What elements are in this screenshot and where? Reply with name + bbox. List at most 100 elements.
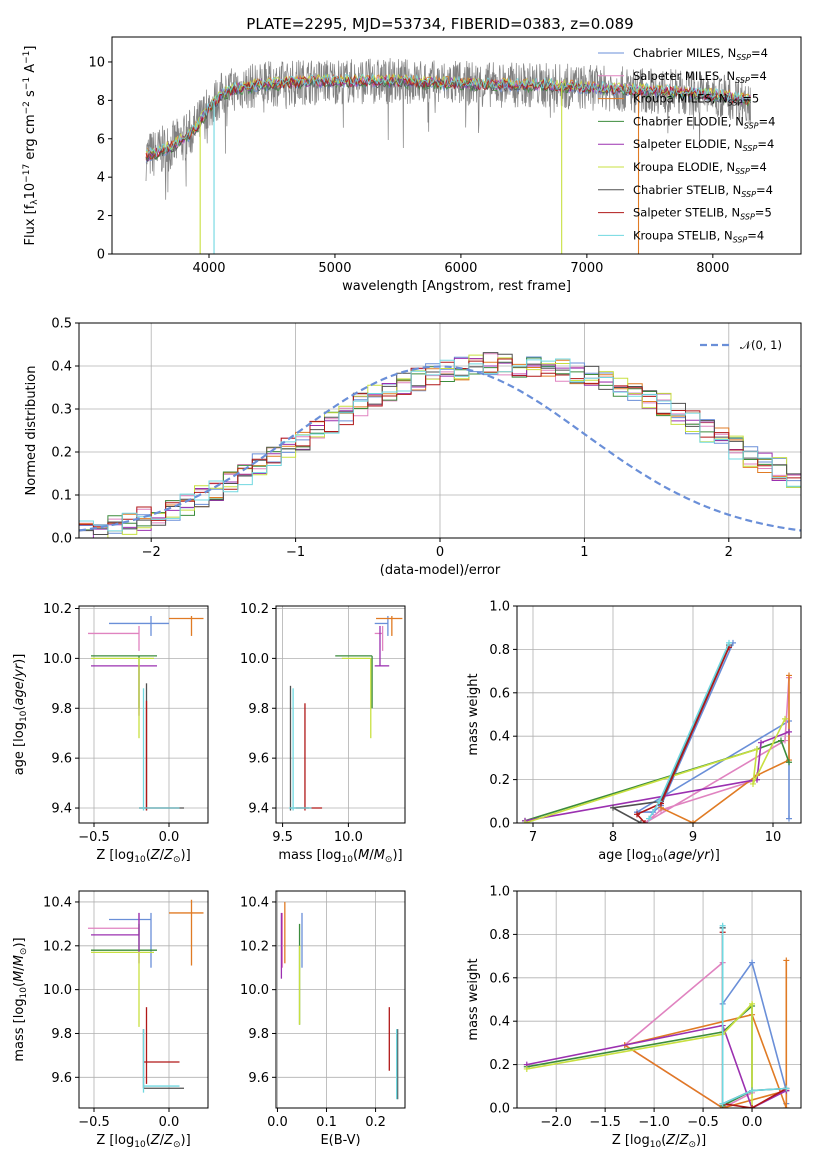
plot-area <box>280 901 399 1100</box>
y-tick-label: 0.4 <box>489 730 510 745</box>
histogram-chabrier_elodie <box>79 357 801 538</box>
weight-marker-salpeter_elodie <box>758 739 764 746</box>
weight-marker-kroupa_stelib <box>749 1087 756 1094</box>
weight-marker-kroupa_stelib <box>726 639 732 646</box>
y-tick-label: 10.0 <box>43 983 72 998</box>
weight-marker-kroupa_stelib <box>719 1100 726 1107</box>
legend-label-chabrier_elodie: Chabrier ELODIE, NSSP=4 <box>633 114 775 130</box>
plot-area <box>523 922 790 1108</box>
mass-weight-vs-metallicity-panel: −2.0 −1.5 −1.0 −0.5 0.0 0.0 0.2 0.4 0.6 0.8 1.0 Z [… <box>466 885 802 1150</box>
x-axis-label: Z [log10(Z/Z⊙)] <box>96 1133 190 1150</box>
histogram-salpeter_stelib <box>79 358 801 538</box>
y-axis-label: Normed distribution <box>24 366 39 496</box>
axes-frame <box>516 890 802 1109</box>
histogram-kroupa_miles <box>79 358 801 538</box>
y-axis-label: age [log10(age/yr)] <box>12 654 29 776</box>
weight-marker-kroupa_elodie <box>749 1000 756 1007</box>
weight-line-chabrier_miles <box>721 927 788 1104</box>
y-tick-label: 0.6 <box>489 686 510 701</box>
weight-marker-salpeter_stelib <box>634 811 640 818</box>
mass-vs-metallicity-panel: −0.5 0.0 9.6 9.8 10.0 10.2 10.4 Z [log10(Z/Z⊙)]… <box>12 890 209 1150</box>
legend-label-chabrier_miles: Chabrier MILES, NSSP=4 <box>633 46 768 62</box>
x-tick-label: 7000 <box>570 261 603 276</box>
y-tick-label: 10.0 <box>43 652 72 667</box>
mass-weight-vs-age-panel: 7 8 9 10 0.0 0.2 0.4 0.6 0.8 1.0 age [log10(age/yr… <box>466 600 802 865</box>
x-tick-label: 9 <box>689 830 697 845</box>
weight-line-chabrier_miles <box>634 642 790 819</box>
y-tick-label: 9.6 <box>248 1071 269 1086</box>
y-tick-label: 8 <box>97 94 105 109</box>
weight-marker-salpeter_stelib <box>749 1105 756 1108</box>
y-tick-label: 10.0 <box>240 652 269 667</box>
weight-marker-kroupa_elodie <box>522 820 528 823</box>
x-tick-label: −0.5 <box>687 1115 719 1130</box>
weight-marker-kroupa_elodie <box>754 746 760 753</box>
legend-label-salpeter_miles: Salpeter MILES, NSSP=4 <box>633 69 767 85</box>
weight-line-kroupa_elodie <box>524 718 786 823</box>
y-tick-label: 0.2 <box>51 446 72 461</box>
histogram-kroupa_stelib <box>79 358 801 538</box>
x-tick-label: −0.5 <box>78 830 110 845</box>
y-tick-label: 0.4 <box>51 360 72 375</box>
y-tick-label: 10.4 <box>43 895 72 910</box>
plot-area <box>289 615 403 811</box>
legend-label-salpeter_elodie: Salpeter ELODIE, NSSP=4 <box>633 137 774 153</box>
y-tick-label: 10.2 <box>240 939 269 954</box>
x-tick-label: −1 <box>286 545 305 560</box>
age-vs-metallicity-panel: −0.5 0.0 9.4 9.6 9.8 10.0 10.2 Z [log10(Z/Z⊙)] a… <box>12 602 209 865</box>
histogram-kroupa_elodie <box>79 354 801 538</box>
y-tick-label: 6 <box>97 132 105 147</box>
legend-label-kroupa_miles: Kroupa MILES, NSSP=5 <box>633 92 759 108</box>
weight-line-chabrier_elodie <box>524 739 790 822</box>
x-axis-label: age [log10(age/yr)] <box>598 848 720 865</box>
weight-line-kroupa_stelib <box>721 925 787 1105</box>
y-tick-label: 1.0 <box>489 600 510 615</box>
x-tick-label: 6000 <box>444 261 477 276</box>
plot-area <box>88 615 204 811</box>
weight-line-chabrier_stelib <box>721 927 787 1105</box>
y-axis-label: mass weight <box>466 673 481 755</box>
y-tick-label: 9.4 <box>51 802 72 817</box>
age-vs-mass-panel: 9.5 10.0 9.4 9.6 9.8 10.0 10.2 mass [log10(M/M⊙… <box>240 602 406 865</box>
model-spectrum-kroupa_stelib <box>145 73 751 157</box>
x-tick-label: 0.2 <box>365 1115 386 1130</box>
y-tick-label: 9.6 <box>248 752 269 767</box>
plot-area <box>88 899 204 1093</box>
y-tick-label: 1.0 <box>489 885 510 900</box>
weight-marker-salpeter_elodie <box>786 728 792 735</box>
y-tick-label: 0.8 <box>489 928 510 943</box>
y-tick-label: 9.8 <box>248 1027 269 1042</box>
y-tick-label: 0.6 <box>489 971 510 986</box>
legend-label-kroupa_elodie: Kroupa ELODIE, NSSP=4 <box>633 160 767 176</box>
weight-marker-chabrier_miles <box>786 815 792 822</box>
y-tick-label: 0.0 <box>51 532 72 547</box>
y-tick-label: 0.5 <box>51 317 72 332</box>
x-axis-label: Z [log10(Z/Z⊙)] <box>612 1133 706 1150</box>
weight-line-kroupa_miles <box>622 960 788 1108</box>
weight-marker-kroupa_stelib <box>783 1085 790 1092</box>
axes-frame <box>275 605 406 824</box>
x-tick-label: −2 <box>142 545 161 560</box>
weight-marker-kroupa_elodie <box>750 780 756 787</box>
weight-marker-chabrier_stelib <box>638 820 644 823</box>
weight-marker-kroupa_stelib <box>719 922 726 929</box>
weight-marker-chabrier_elodie <box>786 759 792 766</box>
x-axis-label: (data-model)/error <box>380 563 501 578</box>
histogram-salpeter_elodie <box>79 357 801 538</box>
axes-frame <box>275 890 406 1109</box>
weight-line-salpeter_elodie <box>526 1024 787 1108</box>
x-tick-label: 8 <box>609 830 617 845</box>
weight-marker-kroupa_elodie <box>523 1065 530 1072</box>
legend-label-chabrier_stelib: Chabrier STELIB, NSSP=4 <box>633 183 773 199</box>
x-tick-label: 1 <box>580 545 588 560</box>
weight-marker-kroupa_miles <box>786 672 792 679</box>
spectrum-panel: 4000 5000 6000 7000 8000 0 2 4 6 8 10 wavelength [A… <box>22 36 802 294</box>
x-tick-label: 0.0 <box>742 1115 763 1130</box>
x-axis-label: E(B-V) <box>320 1133 360 1148</box>
x-tick-label: 10.0 <box>334 830 363 845</box>
y-tick-label: 0.2 <box>489 773 510 788</box>
x-tick-label: 7 <box>529 830 537 845</box>
weight-marker-kroupa_miles <box>690 820 696 823</box>
weight-marker-kroupa_miles <box>783 1105 790 1108</box>
